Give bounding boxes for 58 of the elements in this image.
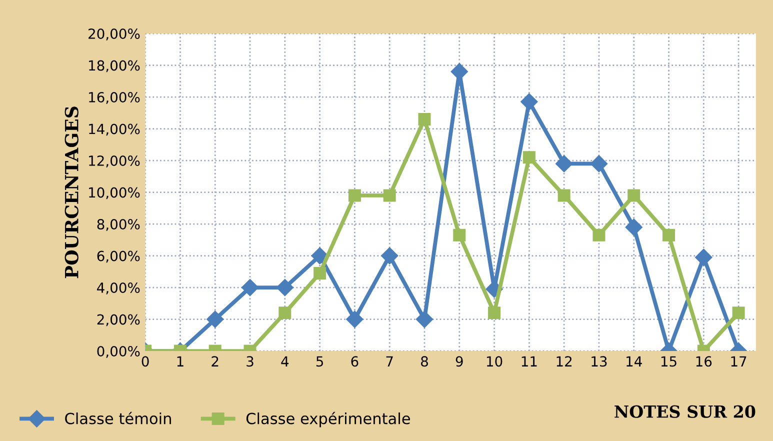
point [241, 278, 259, 296]
point [522, 151, 536, 164]
x-tick-label: 7 [386, 356, 393, 366]
point [695, 248, 712, 266]
y-axis-title: POURCENTAGES [64, 106, 78, 278]
point [590, 155, 608, 172]
point [416, 310, 434, 328]
x-tick-label: 0 [142, 356, 149, 367]
x-tick-label: 10 [486, 356, 502, 367]
y-tick-label: 0,00% [97, 346, 140, 358]
point [314, 266, 326, 280]
y-tick-label: 6,00% [97, 250, 140, 263]
x-tick-label: 5 [316, 356, 324, 367]
x-tick-label: 2 [212, 356, 218, 366]
x-tick-label: 9 [456, 356, 463, 367]
y-tick-label: 18,00% [89, 60, 140, 72]
y-tick-label: 14,00% [89, 124, 140, 136]
point [418, 112, 431, 126]
point [662, 228, 676, 242]
x-axis-title: NOTES SUR 20 [614, 405, 756, 418]
y-tick-label: 16,00% [89, 92, 140, 104]
point [453, 228, 466, 242]
point [206, 310, 224, 328]
legend-label: Classe témoin [65, 412, 171, 424]
point [383, 189, 396, 202]
y-tick-label: 10,00% [89, 187, 140, 200]
point [311, 247, 328, 264]
point [625, 218, 642, 236]
y-tick-label: 20,00% [88, 28, 140, 40]
x-tick-label: 1 [177, 356, 184, 366]
x-tick-label: 4 [281, 356, 289, 366]
point [556, 155, 573, 172]
point [276, 278, 294, 296]
x-tick-label: 14 [626, 356, 642, 366]
x-tick-label: 17 [731, 356, 746, 366]
point [381, 247, 398, 264]
legend-label: Classe expérimentale [246, 412, 410, 428]
point [348, 189, 361, 202]
point [520, 93, 538, 110]
x-tick-label: 6 [351, 356, 358, 367]
y-tick-label: 4,00% [97, 282, 140, 294]
x-tick-label: 3 [246, 356, 254, 367]
point [278, 306, 292, 320]
point [558, 189, 570, 202]
x-tick-label: 15 [661, 356, 676, 367]
point [732, 306, 745, 320]
x-tick-label: 13 [592, 356, 607, 367]
y-tick-label: 2,00% [97, 314, 140, 326]
point [628, 189, 640, 202]
point [592, 228, 606, 242]
x-tick-label: 16 [696, 356, 712, 367]
y-tick-label: 12,00% [89, 155, 140, 168]
point [346, 310, 364, 328]
point [488, 306, 501, 320]
x-tick-label: 8 [421, 356, 428, 367]
y-tick-label: 8,00% [97, 218, 140, 231]
x-tick-label: 11 [522, 356, 537, 366]
x-tick-label: 12 [556, 356, 572, 366]
